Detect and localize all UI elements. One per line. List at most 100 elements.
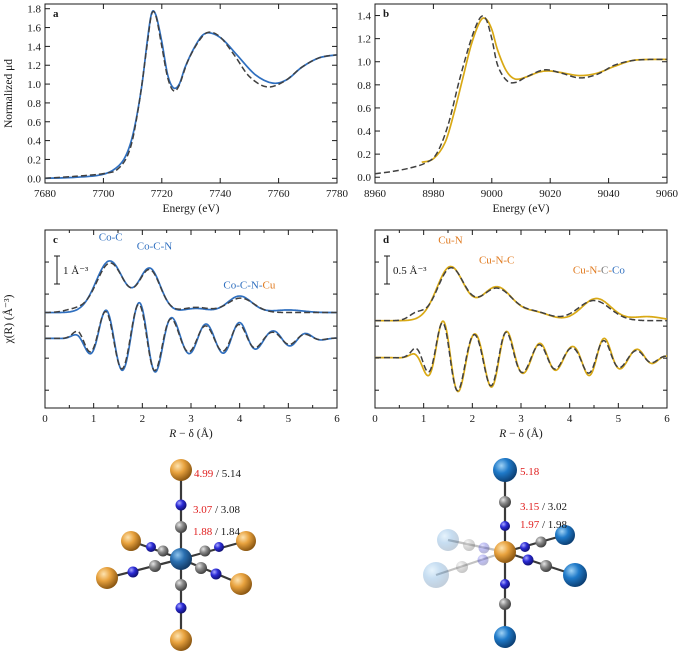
y-tick-label: 1.6 [27,23,41,35]
scale-bar-label: 0.5 Å⁻³ [393,265,427,277]
distance-label: 5.18 [520,466,540,478]
y-tick-label: 0.2 [27,154,41,166]
y-tick-label: 0.0 [357,172,371,184]
y-tick-label: 0.6 [27,117,41,129]
carbon-atom [157,545,169,557]
annotation-part: Co-C-N- [223,279,262,291]
peak-annotation: Cu-N [438,234,463,246]
x-tick-label: 3 [188,413,194,425]
carbon-atom [535,536,547,548]
panel-d: 0 1 2 3 4 5 6 R − δ (Å) d 0.5 Å⁻³ Cu-N Cu-N-C Cu-N-C… [372,229,670,440]
y-tick-label: 0.8 [27,98,41,110]
co-atom [555,525,575,545]
annotation-part: Cu [263,279,276,291]
plot-frame [374,229,668,409]
nitrogen-atom [500,521,510,531]
x-tick-label: 0 [42,413,48,425]
peak-annotation: Co-C-N [137,241,173,253]
carbon-atom [195,562,207,574]
x-tick-label: 1 [91,413,97,425]
x-tick-label: 4 [237,413,243,425]
x-axis-label: Energy (eV) [493,203,550,215]
x-axis-label: Energy (eV) [163,203,220,215]
peak-annotation: Co-C [99,231,123,243]
nitrogen-atom-faded [478,542,490,554]
annotation-part: Co [612,265,625,277]
x-tick-label: 6 [334,413,340,425]
fit-line [45,10,337,180]
data-line [45,301,337,373]
y-tick-label: 0.2 [357,149,371,161]
fit-line [45,262,337,314]
bond [504,550,576,577]
x-tick-label: 8980 [422,188,445,200]
data-line [45,9,337,180]
scale-bar-label: 1 Å⁻³ [63,265,89,277]
fit-line [375,15,667,175]
y-tick-label: 0.8 [357,80,371,92]
x-tick-label: 7760 [268,188,291,200]
carbon-atom-faded [463,539,475,551]
co-atom-faded [437,529,459,551]
fit-line [45,303,337,372]
co-atom [563,563,587,587]
y-tick-label: 0.6 [357,103,371,115]
peak-annotation: Cu-N-C-Co [573,265,625,277]
distance-label: 3.15 / 3.02 [520,501,567,513]
panel-label: d [383,234,389,246]
x-axis-label: R − δ (Å) [168,426,213,440]
carbon-atom [499,598,511,610]
cu-center-atom [494,541,516,563]
nitrogen-atom [146,542,156,552]
panel-c: 0 1 2 3 4 5 6 R − δ (Å) χ(R) (Å⁻³) c 1 Å⁻³ Co-C Co-C… [1,229,340,440]
panel-label: c [53,234,58,246]
cu-atom [96,567,118,589]
series-group [45,260,337,373]
x-tick-label: 2 [140,413,146,425]
y-tick-label: 1.8 [27,4,41,16]
panel-label: a [53,8,59,20]
carbon-atom [540,560,552,572]
peak-annotation: Cu-N-C [479,255,514,267]
x-axis-label: R − δ (Å) [498,426,543,440]
x-tick-label: 7740 [209,188,232,200]
x-tick-label: 6 [664,413,670,425]
x-tick-label: 5 [616,413,622,425]
x-tick-label: 3 [518,413,524,425]
plot-frame [44,3,338,184]
x-tick-label: 0 [372,413,378,425]
nitrogen-atom [214,542,224,552]
x-tick-label: 4 [567,413,573,425]
peak-annotation: Co-C-N-Cu [223,279,275,291]
nitrogen-atom [175,602,187,614]
y-tick-label: 0.4 [27,136,41,148]
cu-atom [170,629,192,651]
carbon-atom [199,545,211,557]
co-atom [494,626,516,648]
panel-label: b [383,8,389,20]
panel-b: 8960 8980 9000 9020 9040 9060 0.0 0.2 0.4 0.6 0.8 1… [357,3,679,215]
nitrogen-atom [520,542,530,552]
co-atom [493,458,517,482]
y-tick-label: 1.4 [27,41,41,53]
data-line [421,17,667,164]
plot-frame [44,229,338,409]
x-tick-label: 9020 [539,188,562,200]
bond [180,539,247,561]
panel-a: 7680 7700 7720 7740 7760 7780 0.0 0.2 0.4 0.6 0.8 1… [3,3,349,215]
x-tick-label: 9060 [656,188,679,200]
y-tick-label: 0.4 [357,126,371,138]
structure-right: 5.18 3.15 / 3.02 1.97 / 1.98 [423,458,587,648]
x-tick-label: 7780 [326,188,349,200]
data-line [375,320,667,393]
x-tick-label: 2 [470,413,476,425]
y-tick-label: 1.2 [27,60,41,72]
y-axis-label: Normalized μd [3,59,15,128]
data-line [375,265,667,322]
nitrogen-atom [522,554,534,566]
y-tick-label: 1.0 [27,79,41,91]
x-tick-label: 1 [421,413,427,425]
annotation-part: Cu-N [438,234,463,246]
cu-atom [230,573,252,595]
annotation-part: C [601,265,608,277]
